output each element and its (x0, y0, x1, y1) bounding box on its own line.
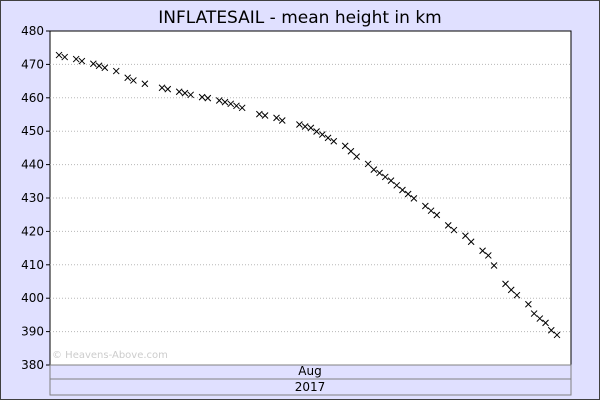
data-point-31 (318, 131, 326, 138)
data-point-60 (530, 310, 538, 317)
data-point-63 (547, 326, 555, 334)
data-series (55, 51, 561, 339)
data-point-22 (238, 104, 246, 112)
x-year-band (49, 378, 572, 396)
data-point-8 (124, 74, 132, 82)
data-point-12 (164, 85, 172, 93)
data-point-49 (444, 222, 452, 229)
data-point-42 (393, 181, 401, 189)
data-point-5 (95, 62, 103, 70)
data-point-55 (490, 262, 498, 269)
y-axis: 380 390 400 410 420 430 440 450 460 470 480 (21, 24, 50, 372)
data-point-50 (450, 226, 458, 234)
data-point-51 (462, 232, 469, 240)
data-point-35 (347, 147, 355, 155)
data-point-7 (112, 67, 120, 75)
data-point-32 (324, 134, 332, 142)
y-tick-label-440: 440 (21, 158, 44, 172)
data-point-48 (433, 211, 441, 219)
data-point-27 (296, 121, 303, 128)
data-point-10 (141, 80, 149, 88)
data-point-9 (130, 77, 137, 84)
y-tick-label-380: 380 (21, 358, 44, 372)
y-tick-label-420: 420 (21, 224, 44, 238)
watermark: © Heavens-Above.com (52, 350, 168, 361)
data-point-20 (227, 100, 235, 108)
data-point-45 (410, 194, 418, 202)
data-point-44 (404, 190, 412, 198)
data-point-18 (215, 97, 223, 104)
data-point-41 (387, 177, 395, 184)
data-point-28 (301, 123, 309, 130)
data-point-46 (421, 202, 429, 210)
data-point-43 (399, 186, 406, 194)
y-tick-label-430: 430 (21, 191, 44, 205)
y-tick-label-390: 390 (21, 325, 44, 339)
data-point-24 (261, 112, 269, 119)
data-point-30 (313, 128, 320, 135)
data-point-19 (221, 98, 229, 106)
data-point-59 (525, 300, 532, 308)
data-point-1 (61, 53, 69, 61)
y-tick-label-400: 400 (21, 291, 44, 305)
data-point-3 (78, 57, 86, 65)
data-point-13 (175, 88, 183, 96)
y-tick-label-460: 460 (21, 91, 44, 105)
data-point-52 (467, 238, 475, 246)
data-point-62 (542, 319, 549, 327)
data-point-14 (181, 89, 189, 97)
data-point-56 (502, 280, 509, 288)
data-point-16 (198, 93, 206, 101)
y-tick-label-450: 450 (21, 124, 44, 138)
data-point-21 (233, 102, 240, 110)
data-point-57 (507, 286, 515, 294)
data-point-54 (484, 252, 492, 259)
x-tick-aug: Aug (298, 364, 321, 378)
x-year-label: 2017 (295, 380, 326, 394)
data-point-53 (479, 247, 486, 255)
data-point-15 (187, 91, 195, 99)
data-point-40 (381, 173, 389, 181)
data-point-38 (370, 166, 378, 173)
plot-area (49, 30, 572, 366)
data-point-37 (364, 160, 372, 168)
data-point-36 (353, 153, 361, 160)
data-point-2 (72, 55, 80, 63)
data-point-25 (273, 114, 280, 122)
chart-title: INFLATESAIL - mean height in km (158, 8, 441, 28)
data-point-26 (278, 117, 286, 124)
data-point-0 (55, 51, 63, 59)
data-point-47 (427, 207, 435, 215)
y-tick-label-470: 470 (21, 57, 44, 71)
y-tick-label-410: 410 (21, 258, 44, 272)
data-point-39 (376, 169, 383, 177)
data-point-17 (204, 94, 212, 102)
data-point-29 (307, 124, 315, 132)
data-point-6 (101, 64, 109, 72)
data-point-4 (89, 60, 97, 68)
data-point-58 (513, 291, 521, 299)
data-point-61 (536, 315, 544, 322)
data-point-64 (553, 331, 561, 339)
data-point-23 (255, 110, 263, 118)
y-tick-label-480: 480 (21, 24, 44, 38)
data-point-34 (341, 142, 349, 150)
data-point-11 (158, 84, 166, 92)
data-point-33 (330, 137, 338, 145)
